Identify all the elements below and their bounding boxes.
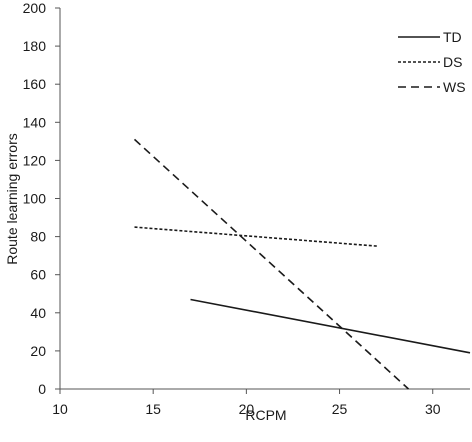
y-tick-label: 160 <box>23 76 47 92</box>
y-tick-label: 60 <box>30 267 46 283</box>
y-tick-label: 140 <box>23 114 47 130</box>
x-axis-title: RCPM <box>245 407 286 423</box>
y-axis-title: Route learning errors <box>4 133 20 265</box>
series-line-ds <box>134 226 377 247</box>
x-tick-label: 20 <box>239 401 255 417</box>
series-line-ws <box>133 138 410 390</box>
axes: 0 20 40 60 80 100 120 140 160 180 200 10 15 20 25 30 <box>23 0 470 417</box>
x-tick-label: 25 <box>332 401 348 417</box>
legend-label-ds: DS <box>443 54 462 70</box>
y-tick-label: 0 <box>38 381 46 397</box>
y-tick-label: 100 <box>23 191 47 207</box>
x-tick-label: 30 <box>425 401 441 417</box>
legend-label-ws: WS <box>443 79 466 95</box>
x-tick-label: 15 <box>145 401 161 417</box>
y-tick-label: 80 <box>30 229 46 245</box>
y-tick-label: 200 <box>23 0 47 16</box>
y-tick-label: 120 <box>23 152 47 168</box>
y-tick-label: 180 <box>23 38 47 54</box>
y-tick-label: 20 <box>30 343 46 359</box>
legend-label-td: TD <box>443 29 462 45</box>
x-tick-label: 10 <box>52 401 68 417</box>
series-lines <box>133 138 471 390</box>
series-line-td <box>190 298 471 354</box>
legend: TD DS WS <box>398 29 466 95</box>
y-tick-label: 40 <box>30 305 46 321</box>
